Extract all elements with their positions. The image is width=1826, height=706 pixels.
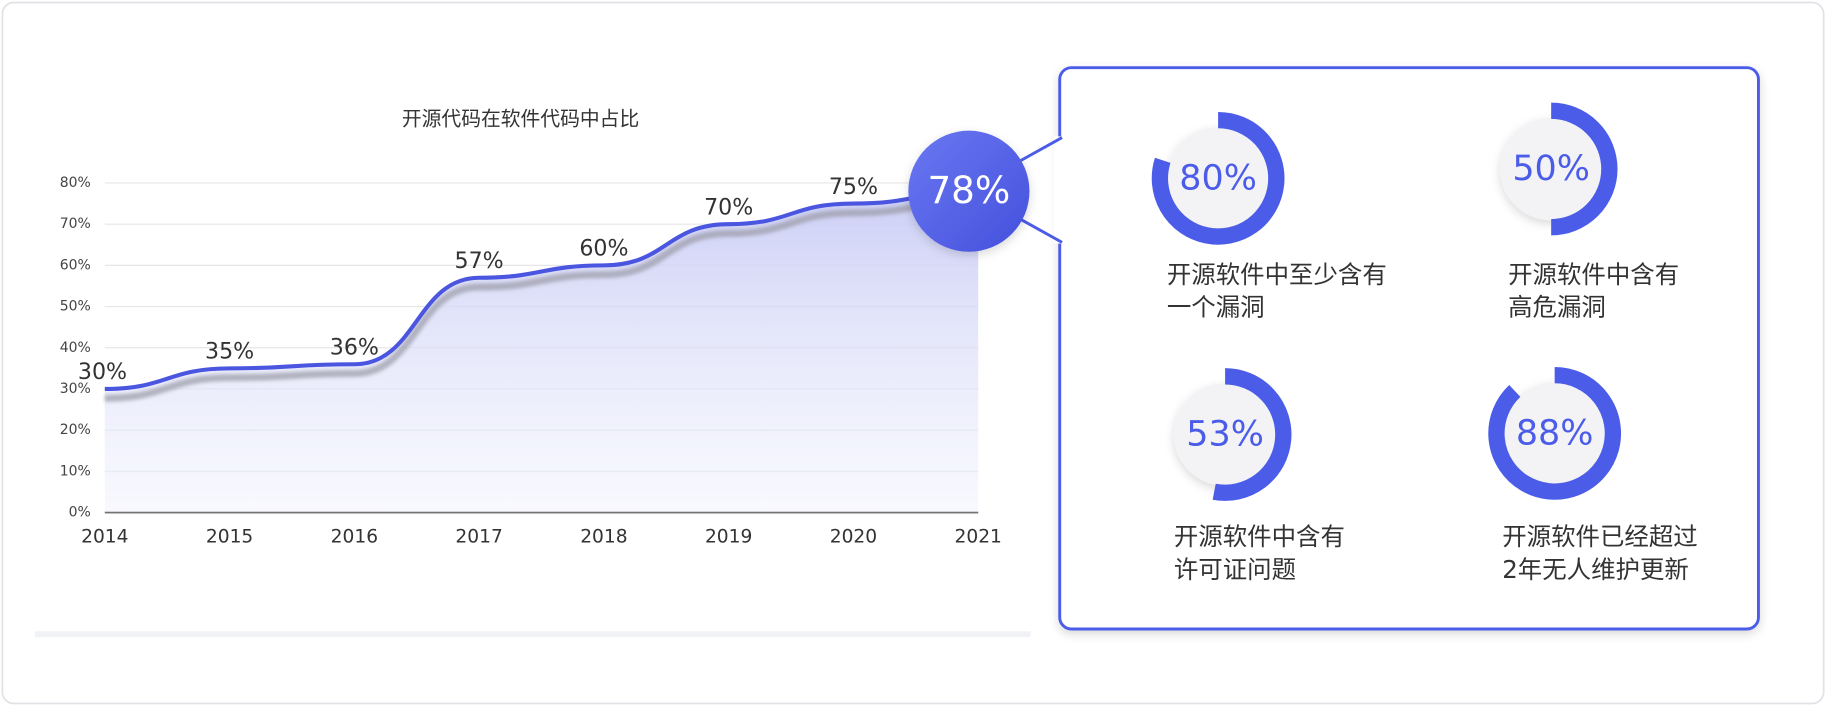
donut-arc (1550, 102, 1618, 236)
highlight-value-label: 78% (927, 168, 1010, 212)
y-tick-label: 30% (60, 381, 91, 397)
donut-arc (1488, 366, 1621, 500)
donut-caption: 开源软件中至少含有 (1167, 260, 1387, 289)
donut-center (1166, 127, 1270, 230)
y-tick-label: 70% (60, 216, 91, 232)
donut-value-label: 88% (1516, 414, 1594, 454)
x-tick-label: 2014 (81, 526, 128, 547)
donut-caption: 高危漏洞 (1508, 293, 1606, 322)
x-tick-label: 2019 (705, 526, 752, 547)
y-tick-label: 10% (60, 463, 91, 479)
donut-center (1173, 383, 1277, 486)
y-tick-label: 0% (69, 505, 91, 521)
donut-caption: 2年无人维护更新 (1502, 555, 1689, 584)
donut-caption: 一个漏洞 (1167, 293, 1265, 322)
donut-value-label: 80% (1179, 158, 1257, 198)
donut-caption: 开源软件中含有 (1174, 522, 1345, 551)
value-label: 35% (205, 339, 254, 365)
value-label: 30% (78, 359, 127, 385)
panel-notch (1053, 136, 1066, 244)
highlight-bubble (908, 130, 1030, 252)
x-tick-label: 2021 (955, 526, 1002, 547)
plot: 0% 10% 20% 30% 40% 50% 60% 70% 80% 2014 2015 2016 20… (60, 130, 1030, 547)
y-tick-label: 20% (60, 422, 91, 438)
donut-value-label: 50% (1512, 149, 1590, 189)
value-label: 70% (704, 194, 753, 220)
x-tick-label: 2015 (206, 526, 253, 547)
value-label: 75% (829, 174, 878, 200)
chart-title: 开源代码在软件代码中占比 (402, 108, 639, 131)
stats: 80%开源软件中至少含有一个漏洞50%开源软件中含有高危漏洞53%开源软件中含有… (1151, 102, 1698, 584)
x-tick-label: 2016 (331, 526, 378, 547)
donut-center (1503, 382, 1606, 485)
y-tick-label: 60% (60, 257, 91, 273)
donut-caption: 开源软件已经超过 (1502, 522, 1698, 551)
line (104, 189, 979, 391)
donut-caption: 开源软件中含有 (1508, 260, 1679, 289)
donut-value-label: 53% (1186, 415, 1264, 455)
line-shadow (104, 197, 979, 402)
value-label: 60% (579, 236, 628, 262)
chart-base-shadow (34, 631, 1031, 638)
y-tick-label: 80% (60, 175, 91, 191)
donut-center (1499, 117, 1603, 221)
x-tick-label: 2017 (455, 526, 502, 547)
donut-arc (1151, 111, 1285, 245)
x-tick-label: 2020 (830, 526, 877, 547)
value-label: 36% (330, 334, 379, 360)
x-tick-label: 2018 (580, 526, 627, 547)
y-tick-label: 40% (60, 340, 91, 356)
area-fill (104, 191, 979, 513)
value-label: 57% (455, 248, 504, 274)
y-tick-label: 50% (60, 299, 91, 315)
callout-connector (1019, 136, 1063, 244)
donut-arc (1212, 368, 1292, 501)
donut-caption: 许可证问题 (1174, 555, 1296, 584)
